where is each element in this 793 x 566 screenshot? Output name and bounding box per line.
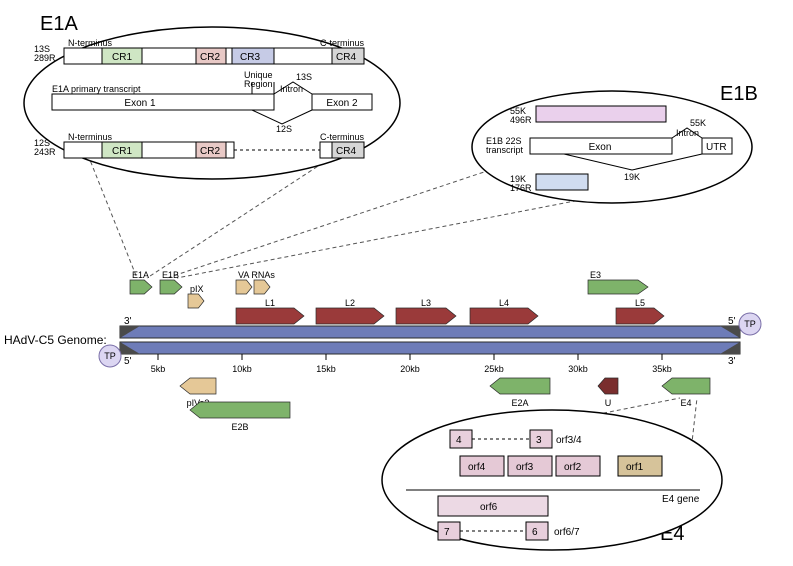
gene-label-E2A: E2A xyxy=(511,398,528,408)
e1b-55k-splice: 55K xyxy=(690,118,706,128)
gene-label-E1A: E1A xyxy=(132,270,149,280)
e1b-exon-label: Exon xyxy=(589,142,612,153)
gene-L3 xyxy=(396,308,456,324)
cr4-label-2: CR4 xyxy=(336,146,356,157)
e1b-19k-splice: 19K xyxy=(624,172,640,182)
five-tr: 5' xyxy=(728,316,736,327)
unique-label: UniqueRegion xyxy=(244,70,273,89)
e1b-transcript-label: E1B 22Stranscript xyxy=(486,136,524,155)
e1a-13s-splice: 13S xyxy=(296,72,312,82)
e4-gene-label: E4 gene xyxy=(662,494,700,505)
tp-right-label: TP xyxy=(744,319,756,329)
e4-b7: 7 xyxy=(444,527,450,538)
e4-orf34-label: orf3/4 xyxy=(556,435,582,446)
cr1-label-2: CR1 xyxy=(112,146,132,157)
e1b-callout: 55K496R E1B 22Stranscript Exon UTR Intro… xyxy=(472,91,752,203)
e4-b6: 6 xyxy=(532,527,538,538)
gene-E2B xyxy=(190,402,290,418)
e1a-cterm-2: C-terminus xyxy=(320,132,365,142)
e4-callout: E4 gene 4 3 orf3/4 orf4 orf3 orf2 orf1 o… xyxy=(382,410,722,550)
gene-label-VA RNAs: VA RNAs xyxy=(238,270,275,280)
e1a-13s-left: 13S289R xyxy=(34,44,56,63)
e1a-title: E1A xyxy=(40,13,78,35)
cr2-label-2: CR2 xyxy=(200,146,220,157)
cr1-label-1: CR1 xyxy=(112,52,132,63)
gene-L1 xyxy=(236,308,304,324)
gene-E1B xyxy=(160,280,182,294)
tick-15kb: 15kb xyxy=(316,364,336,374)
gene-label-E1B: E1B xyxy=(162,270,179,280)
e1b-55k-box xyxy=(536,106,666,122)
gene-E2A xyxy=(490,378,550,394)
gene-label-L3: L3 xyxy=(421,298,431,308)
exon2-label: Exon 2 xyxy=(326,98,358,109)
gene-pIVa2 xyxy=(180,378,216,394)
e1a-13s-bar: CR1 CR2 CR3 CR4 xyxy=(64,48,364,64)
e4-orf67-label: orf6/7 xyxy=(554,527,580,538)
genome-label: HAdV-C5 Genome: xyxy=(4,333,107,347)
tick-5kb: 5kb xyxy=(151,364,166,374)
gene-L4 xyxy=(470,308,538,324)
gene-label-E4: E4 xyxy=(680,398,691,408)
late-genes: L1 L2 L3 L4 L5 xyxy=(236,298,664,324)
orf3-label: orf3 xyxy=(516,462,534,473)
tick-35kb: 35kb xyxy=(652,364,672,374)
cr2-label-1: CR2 xyxy=(200,52,220,63)
orf2-label: orf2 xyxy=(564,462,582,473)
gene-L2 xyxy=(316,308,384,324)
e1b-19k-box xyxy=(536,174,588,190)
gene-E1A xyxy=(130,280,152,294)
gene-label-L1: L1 xyxy=(265,298,275,308)
gene-VA RNAs-2 xyxy=(254,280,270,294)
orf6-label: orf6 xyxy=(480,502,498,513)
diagram-root: E1A E1B E4 13S289R N-terminus C-terminus… xyxy=(0,0,793,566)
tp-left-label: TP xyxy=(104,351,116,361)
gene-label-L4: L4 xyxy=(499,298,509,308)
e1a-nterm-2: N-terminus xyxy=(68,132,113,142)
genome-ticks: 5kb 10kb 15kb 20kb 25kb 30kb 35kb xyxy=(151,354,672,374)
five-bl: 5' xyxy=(124,356,132,367)
orf4-label: orf4 xyxy=(468,462,486,473)
bottom-strand xyxy=(120,342,740,354)
gene-E3 xyxy=(588,280,648,294)
e1a-cterm-1: C-terminus xyxy=(320,38,365,48)
e4-orf-row: orf4 orf3 orf2 orf1 xyxy=(460,456,662,476)
gene-label-U: U xyxy=(605,398,612,408)
gene-U xyxy=(598,378,618,394)
gene-label-L5: L5 xyxy=(635,298,645,308)
tick-25kb: 25kb xyxy=(484,364,504,374)
gene-label-E2B: E2B xyxy=(231,422,248,432)
genes-top: E1A E1B pIX VA RNAs E3 xyxy=(130,270,648,308)
e1a-12s-splice: 12S xyxy=(276,124,292,134)
e1a-callout: 13S289R N-terminus C-terminus CR1 CR2 CR… xyxy=(24,27,400,179)
e1a-primary-label: E1A primary transcript xyxy=(52,84,141,94)
e1b-title: E1B xyxy=(720,83,758,105)
e1a-nterm-1: N-terminus xyxy=(68,38,113,48)
orf1-label: orf1 xyxy=(626,462,644,473)
gene-label-E3: E3 xyxy=(590,270,601,280)
gene-VA RNAs-1 xyxy=(236,280,252,294)
tick-30kb: 30kb xyxy=(568,364,588,374)
gene-label-pIX: pIX xyxy=(190,284,204,294)
cr3-label: CR3 xyxy=(240,52,260,63)
e4-b3: 3 xyxy=(536,435,542,446)
cr4-label-1: CR4 xyxy=(336,52,356,63)
three-br: 3' xyxy=(728,356,736,367)
e4-b4: 4 xyxy=(456,435,462,446)
top-strand xyxy=(120,326,740,338)
exon1-label: Exon 1 xyxy=(124,98,156,109)
gene-label-L2: L2 xyxy=(345,298,355,308)
tick-10kb: 10kb xyxy=(232,364,252,374)
tick-20kb: 20kb xyxy=(400,364,420,374)
three-tl: 3' xyxy=(124,316,132,327)
gene-pIX xyxy=(188,294,204,308)
e1b-utr-label: UTR xyxy=(706,142,727,153)
gene-L5 xyxy=(616,308,664,324)
gene-E4 xyxy=(662,378,710,394)
e1a-intron: Intron xyxy=(280,84,303,94)
